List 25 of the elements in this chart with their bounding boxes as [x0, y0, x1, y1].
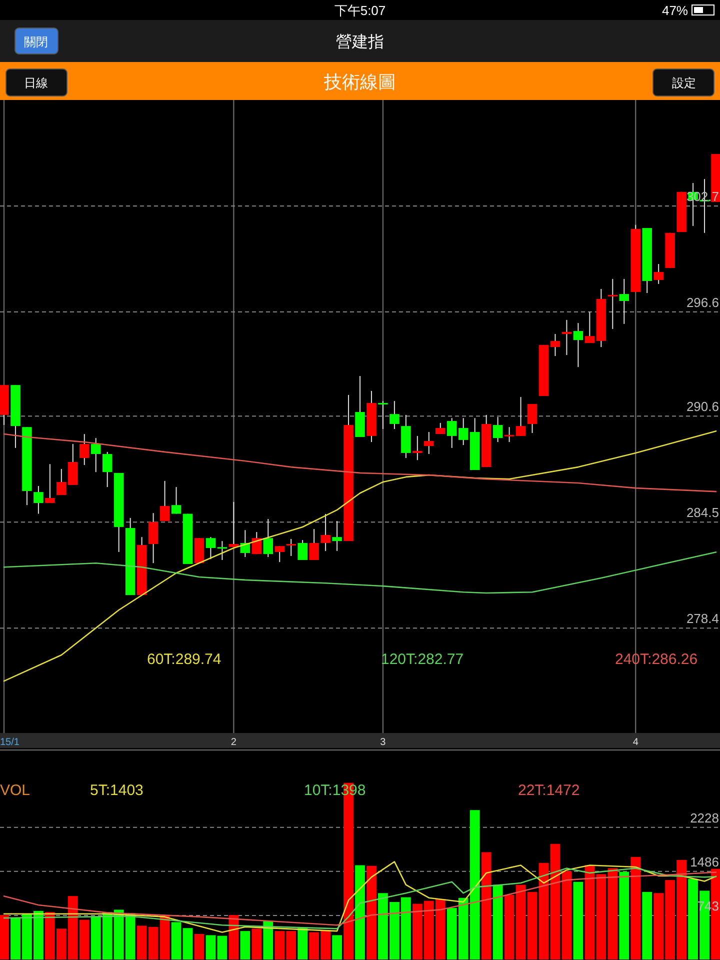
chart-subtitle: 技術線圖	[323, 72, 396, 92]
y-tick-label: 302.7	[686, 188, 719, 204]
y-tick-label: 2228	[690, 810, 719, 826]
text: 120T:282.77	[381, 651, 464, 668]
y-tick-label: 296.6	[686, 294, 719, 310]
text: 關閉	[24, 35, 48, 49]
text: 5T:1403	[90, 782, 144, 799]
x-tick-label: 4	[632, 737, 639, 748]
text: 240T:286.26	[615, 651, 698, 668]
y-tick-label: 290.6	[686, 399, 719, 414]
text: 22T:1472	[518, 782, 580, 799]
chart-title: 營建指	[336, 33, 384, 51]
x-tick-label: 2	[230, 737, 237, 748]
y-tick-label: 1486	[690, 854, 719, 870]
text: 下午5:07	[334, 3, 386, 18]
text: VOL	[0, 782, 30, 799]
text: 日線	[24, 76, 48, 90]
y-tick-label: 743	[697, 898, 719, 914]
text: 60T:289.74	[147, 651, 222, 668]
x-tick-label: 3	[380, 737, 386, 748]
text: 設定	[672, 76, 696, 90]
text: 47%	[662, 3, 688, 18]
x-tick-label: 15/1	[0, 737, 20, 748]
y-tick-label: 284.5	[686, 505, 719, 520]
y-tick-label: 278.4	[686, 611, 719, 626]
